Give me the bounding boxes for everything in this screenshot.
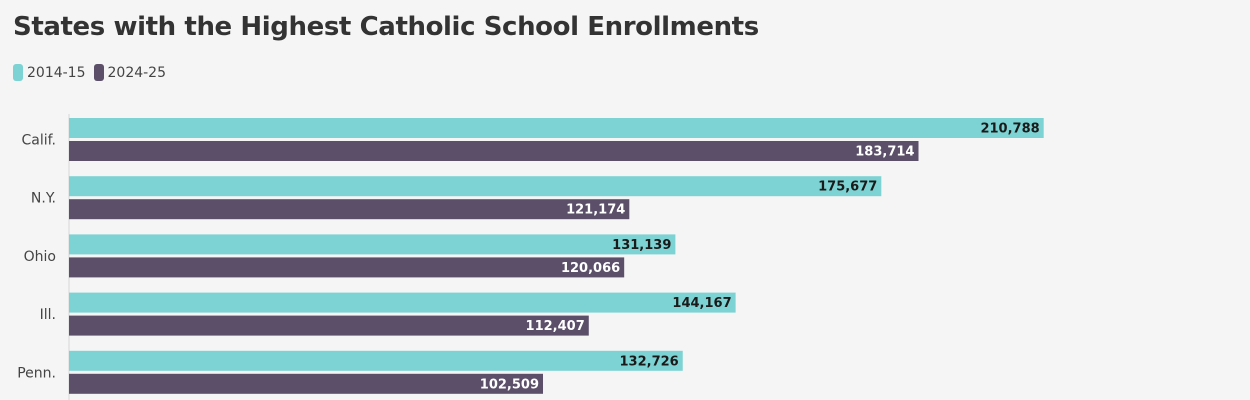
bar-penn-2024-25 (69, 373, 544, 394)
data-label-n-y-2014-15: 175,677 (818, 180, 877, 195)
data-label-n-y-2024-25: 121,174 (566, 203, 625, 218)
data-label-calif-2014-15: 210,788 (980, 122, 1039, 137)
data-label-calif-2024-25: 183,714 (855, 145, 914, 160)
category-label-penn: Penn. (17, 365, 56, 381)
category-label-n-y: N.Y. (31, 191, 56, 207)
legend: 2014-15 2024-25 (13, 64, 174, 81)
legend-label-2024-25: 2024-25 (107, 64, 167, 81)
legend-label-2014-15: 2014-15 (27, 64, 86, 81)
bar-calif-2014-15 (69, 118, 1044, 138)
category-label-ill: Ill. (40, 307, 56, 323)
data-label-ill-2024-25: 112,407 (526, 319, 585, 334)
data-label-ohio-2024-25: 120,066 (561, 261, 620, 276)
legend-item-2024-25: 2024-25 (93, 64, 167, 81)
bar-penn-2014-15 (69, 350, 683, 371)
data-label-ill-2014-15: 144,167 (672, 296, 731, 311)
bar-calif-2024-25 (69, 141, 919, 161)
legend-item-2014-15: 2014-15 (13, 64, 86, 81)
category-label-ohio: Ohio (24, 249, 56, 265)
data-label-penn-2014-15: 132,726 (620, 354, 679, 369)
bar-ill-2014-15 (69, 292, 736, 313)
legend-swatch-2014-15 (13, 64, 23, 81)
bar-ill-2024-25 (69, 315, 589, 336)
data-label-ohio-2014-15: 131,139 (612, 238, 671, 253)
legend-swatch-2024-25 (93, 64, 104, 81)
chart-title: States with the Highest Catholic School … (13, 12, 759, 42)
data-label-penn-2024-25: 102,509 (480, 377, 539, 392)
category-label-calif: Calif. (22, 133, 57, 149)
bar-n-y-2024-25 (69, 199, 630, 220)
bar-n-y-2014-15 (69, 176, 882, 197)
bar-ohio-2024-25 (69, 257, 625, 278)
bar-ohio-2014-15 (69, 234, 676, 255)
